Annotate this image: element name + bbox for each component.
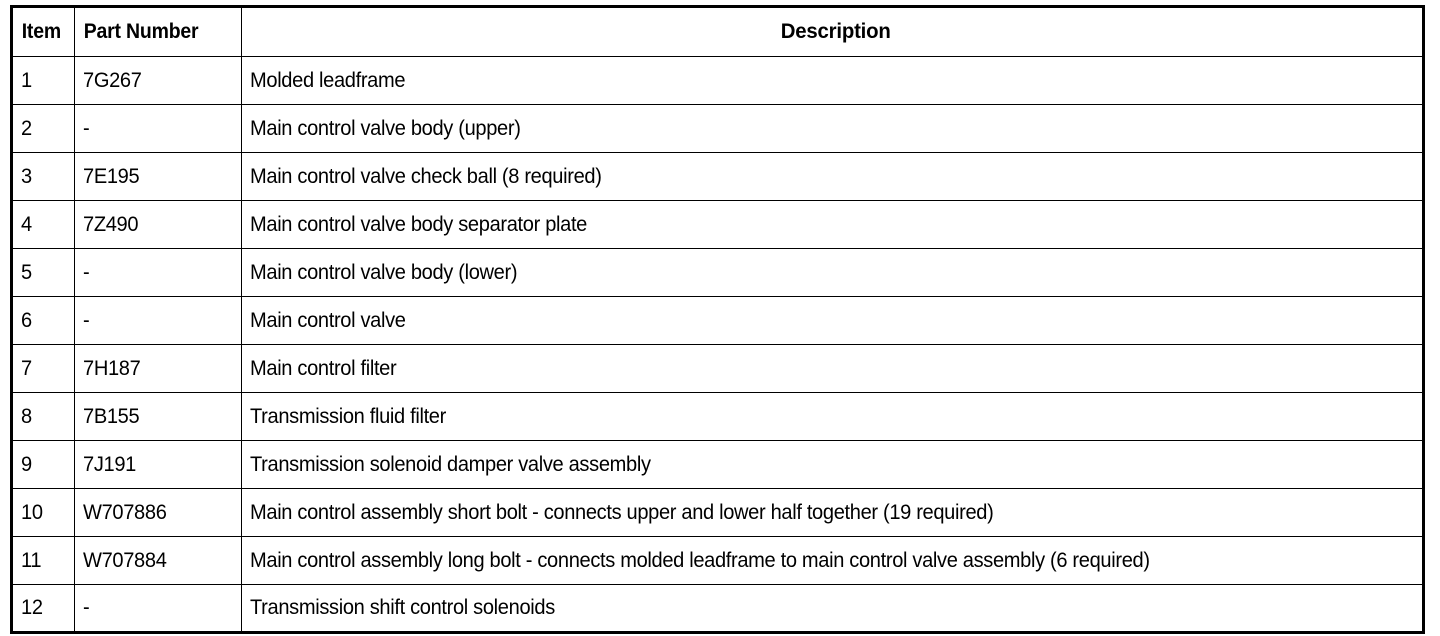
cell-description: Transmission solenoid damper valve assem… [241,440,1424,489]
table-row: 1 7G267 Molded leadframe [11,56,1424,105]
column-header-description: Description [241,6,1424,57]
cell-description-text: Transmission solenoid damper valve assem… [250,452,651,476]
cell-part-number-text: - [83,308,90,332]
cell-description: Main control valve body separator plate [241,200,1424,249]
cell-part-number: - [74,296,242,345]
table-row: 3 7E195 Main control valve check ball (8 r… [11,152,1424,201]
cell-part-number: 7Z490 [74,200,242,249]
cell-part-number: W707886 [74,488,242,537]
cell-description: Main control valve body (lower) [241,248,1424,297]
cell-item-text: 5 [21,260,32,284]
cell-item: 2 [11,104,75,153]
parts-table: Item Part Number Description 1 7G267 Molde… [10,5,1425,634]
table-row: 2 - Main control valve body (upper) [11,104,1424,153]
table-row: 7 7H187 Main control filter [11,344,1424,393]
cell-item: 3 [11,152,75,201]
cell-item-text: 3 [21,164,32,188]
cell-item: 1 [11,56,75,105]
table-row: 4 7Z490 Main control valve body separator … [11,200,1424,249]
cell-part-number-text: 7Z490 [83,212,139,236]
cell-description: Main control assembly long bolt - connec… [241,536,1424,585]
cell-description-text: Main control valve body (lower) [250,260,518,284]
cell-part-number-text: 7G267 [83,68,142,92]
column-header-part-number-label: Part Number [82,20,198,43]
cell-part-number: 7H187 [74,344,242,393]
cell-part-number-text: - [83,116,90,140]
cell-item-text: 4 [21,212,32,236]
cell-part-number: 7B155 [74,392,242,441]
cell-part-number: 7G267 [74,56,242,105]
cell-part-number: - [74,248,242,297]
cell-description-text: Main control assembly short bolt - conne… [250,500,994,524]
cell-item: 7 [11,344,75,393]
cell-part-number-text: W707884 [83,548,167,572]
cell-item: 4 [11,200,75,249]
cell-part-number-text: 7B155 [83,404,140,428]
cell-part-number: - [74,584,242,633]
cell-item: 12 [11,584,75,633]
cell-description-text: Main control valve body separator plate [250,212,588,236]
cell-item-text: 2 [21,116,32,140]
parts-table-container: Item Part Number Description 1 7G267 Molde… [10,5,1425,634]
cell-description: Main control valve body (upper) [241,104,1424,153]
cell-part-number-text: - [83,260,90,284]
column-header-description-label: Description [781,20,891,43]
table-row: 10 W707886 Main control assembly short bol… [11,488,1424,537]
column-header-part-number: Part Number [74,6,237,57]
cell-part-number-text: 7H187 [83,356,141,380]
cell-description: Main control assembly short bolt - conne… [241,488,1424,537]
cell-part-number-text: 7E195 [83,164,140,188]
table-row: 11 W707884 Main control assembly long bolt… [11,536,1424,585]
cell-item-text: 8 [21,404,32,428]
cell-description: Main control filter [241,344,1424,393]
cell-description: Molded leadframe [241,56,1424,105]
cell-description: Main control valve check ball (8 require… [241,152,1424,201]
cell-description-text: Main control valve [250,308,406,332]
cell-description-text: Main control valve body (upper) [250,116,521,140]
cell-part-number: - [74,104,242,153]
cell-item: 11 [11,536,75,585]
cell-description-text: Transmission fluid filter [250,404,446,428]
cell-part-number-text: 7J191 [83,452,136,476]
cell-item: 6 [11,296,75,345]
cell-item-text: 7 [21,356,32,380]
table-header: Item Part Number Description [11,6,1424,57]
cell-description-text: Main control valve check ball (8 require… [250,164,602,188]
cell-item-text: 1 [21,68,32,92]
cell-item-text: 9 [21,452,32,476]
table-row: 6 - Main control valve [11,296,1424,345]
column-header-item: Item [11,6,74,57]
cell-description-text: Transmission shift control solenoids [250,596,555,619]
table-body: 1 7G267 Molded leadframe 2 - Main control val… [11,56,1424,633]
cell-part-number-text: W707886 [83,500,167,524]
cell-description: Main control valve [241,296,1424,345]
table-row: 8 7B155 Transmission fluid filter [11,392,1424,441]
cell-item-text: 12 [21,596,43,619]
cell-item-text: 6 [21,308,32,332]
cell-part-number: 7E195 [74,152,242,201]
cell-description-text: Main control assembly long bolt - connec… [250,548,1150,572]
cell-description: Transmission fluid filter [241,392,1424,441]
cell-item: 8 [11,392,75,441]
table-row: 12 - Transmission shift control solenoids [11,584,1424,633]
cell-description-text: Main control filter [250,356,397,380]
cell-description: Transmission shift control solenoids [241,584,1424,633]
cell-item: 9 [11,440,75,489]
cell-description-text: Molded leadframe [250,68,406,92]
table-header-row: Item Part Number Description [11,6,1424,57]
table-row: 5 - Main control valve body (lower) [11,248,1424,297]
cell-item-text: 10 [21,500,43,524]
cell-item-text: 11 [21,548,42,572]
column-header-item-label: Item [20,20,60,43]
cell-part-number: 7J191 [74,440,242,489]
table-row: 9 7J191 Transmission solenoid damper valve… [11,440,1424,489]
cell-item: 5 [11,248,75,297]
cell-item: 10 [11,488,75,537]
cell-part-number: W707884 [74,536,242,585]
cell-part-number-text: - [83,596,90,619]
